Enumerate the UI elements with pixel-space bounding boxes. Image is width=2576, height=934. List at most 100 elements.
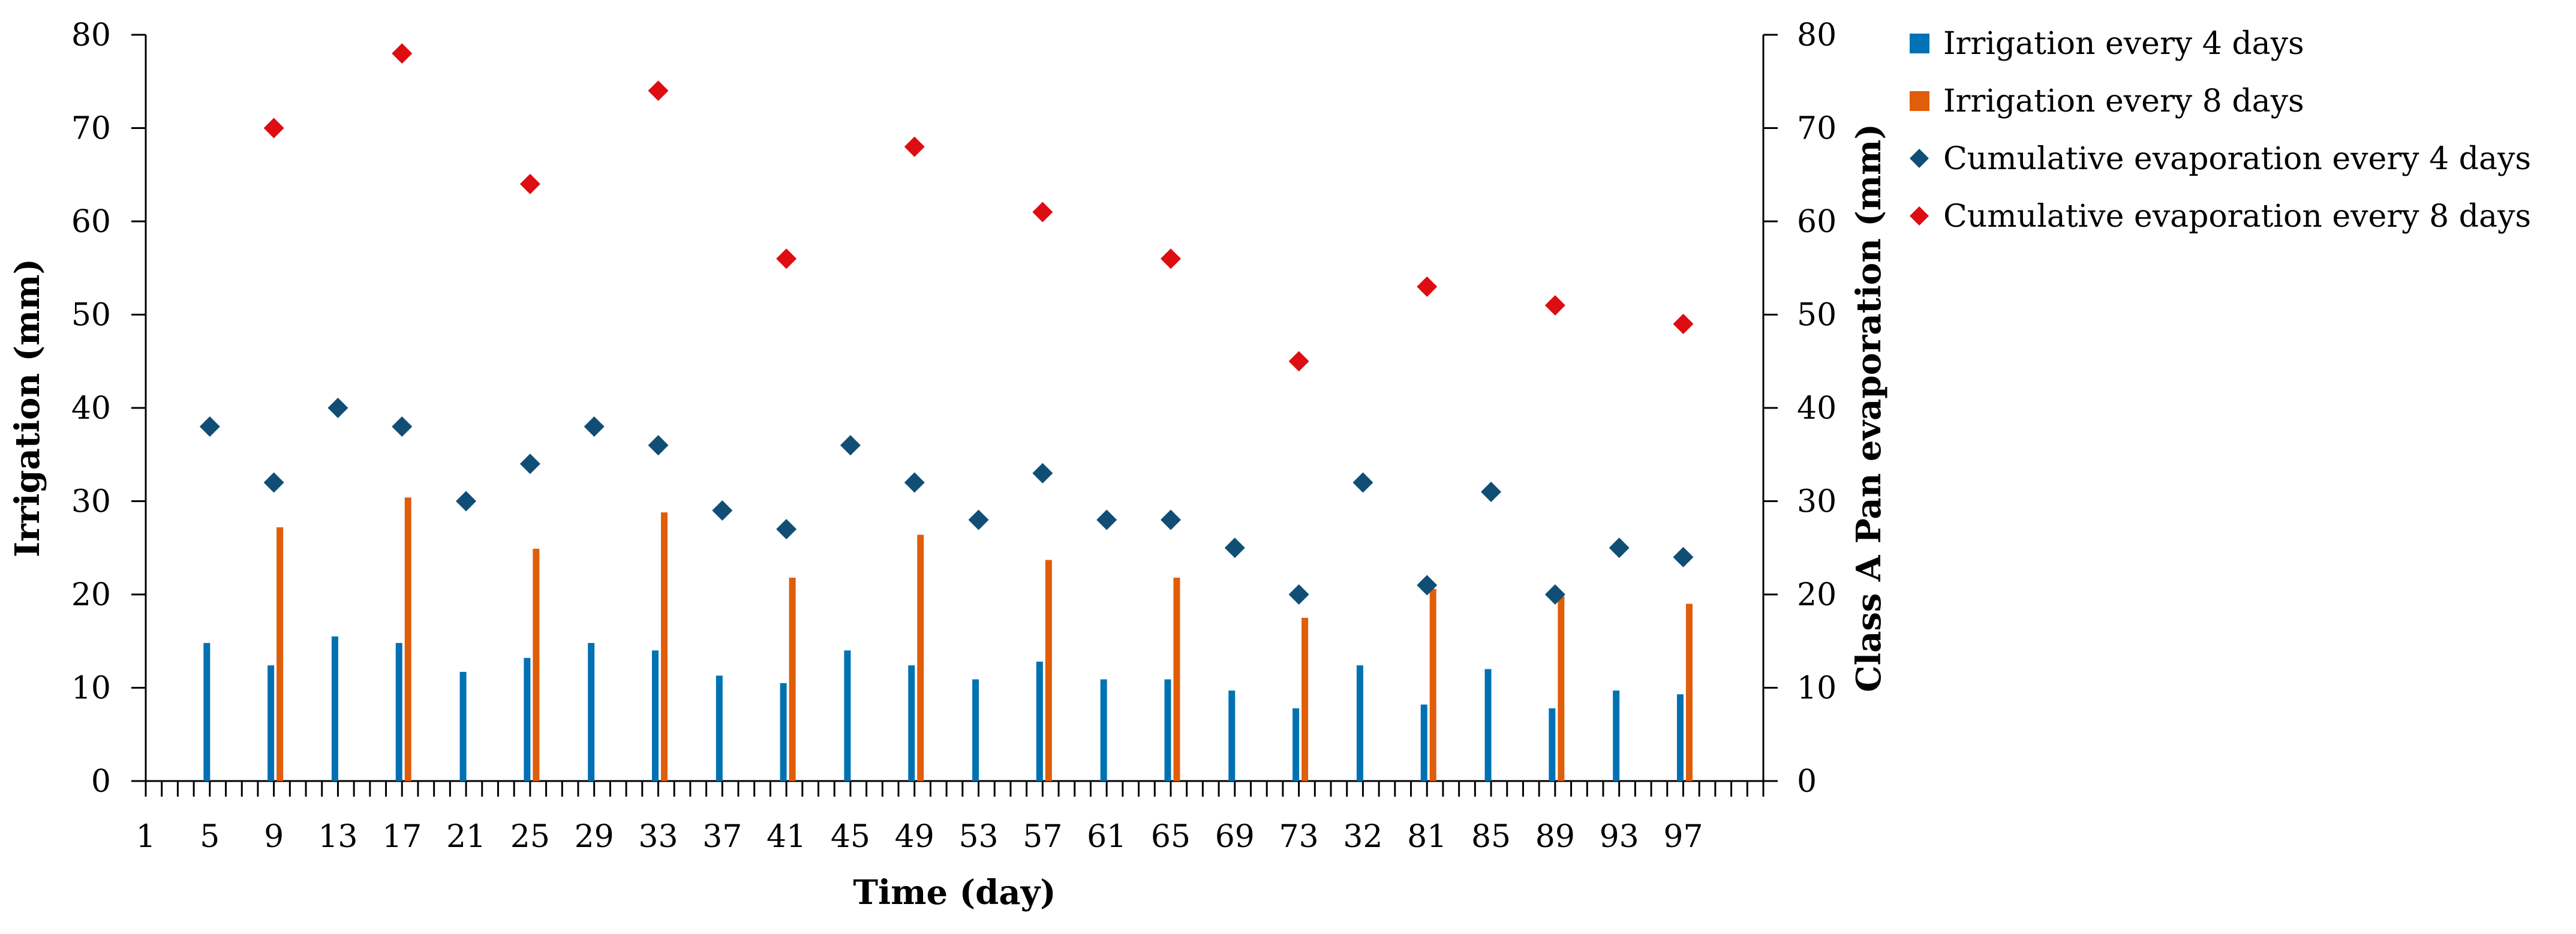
- bar-irrigation-4-days: [459, 672, 467, 781]
- y-tick-label-right: 0: [1797, 764, 1817, 800]
- legend-swatch: [1910, 91, 1929, 111]
- point-evaporation-8-days: [1288, 351, 1309, 372]
- x-tick-label: 33: [638, 819, 678, 855]
- bar-irrigation-4-days: [1036, 661, 1043, 781]
- y-tick-label-left: 50: [71, 298, 111, 334]
- bar-irrigation-4-days: [1228, 690, 1236, 781]
- point-evaporation-4-days: [392, 416, 413, 437]
- x-tick-label: 57: [1023, 819, 1062, 855]
- x-tick-label: 61: [1087, 819, 1126, 855]
- x-tick-label: 81: [1407, 819, 1447, 855]
- y-tick-label-right: 50: [1797, 298, 1836, 334]
- x-tick-label: 9: [264, 819, 284, 855]
- y-tick-label-left: 20: [71, 577, 111, 613]
- bar-irrigation-8-days: [660, 512, 668, 781]
- y-tick-label-right: 80: [1797, 17, 1836, 53]
- plot-area: [199, 43, 1694, 781]
- bar-irrigation-8-days: [276, 527, 284, 781]
- y-tick-label-left: 80: [71, 17, 111, 53]
- point-evaporation-4-days: [1288, 584, 1309, 605]
- bar-irrigation-4-days: [588, 642, 595, 781]
- x-tick-label: 32: [1343, 819, 1382, 855]
- point-evaporation-8-days: [1417, 276, 1438, 297]
- x-tick-label: 25: [510, 819, 550, 855]
- bar-irrigation-4-days: [1484, 669, 1492, 781]
- x-tick-label: 69: [1215, 819, 1255, 855]
- bar-irrigation-4-days: [331, 636, 338, 781]
- bar-irrigation-8-days: [1173, 578, 1180, 781]
- y-tick-label-left: 10: [71, 671, 111, 707]
- bar-irrigation-4-days: [1549, 708, 1556, 781]
- legend-label: Irrigation every 4 days: [1943, 26, 2304, 62]
- legend-swatch: [1910, 34, 1929, 53]
- point-evaporation-8-days: [1673, 314, 1694, 335]
- bar-irrigation-4-days: [267, 665, 275, 781]
- bar-irrigation-4-days: [203, 642, 211, 781]
- bar-irrigation-8-days: [1685, 603, 1693, 781]
- y-tick-label-right: 70: [1797, 111, 1836, 147]
- legend-marker: [1910, 206, 1929, 226]
- bar-irrigation-4-days: [1613, 690, 1620, 781]
- point-evaporation-4-days: [1544, 584, 1565, 605]
- legend-label: Cumulative evaporation every 4 days: [1943, 141, 2531, 177]
- point-evaporation-8-days: [1544, 295, 1565, 316]
- point-evaporation-8-days: [519, 173, 540, 194]
- point-evaporation-4-days: [263, 472, 284, 493]
- point-evaporation-8-days: [1160, 248, 1181, 269]
- x-tick-label: 21: [446, 819, 486, 855]
- y-tick-label-right: 30: [1797, 484, 1836, 520]
- point-evaporation-4-days: [1096, 509, 1117, 530]
- x-tick-label: 73: [1279, 819, 1319, 855]
- point-evaporation-4-days: [199, 416, 220, 437]
- x-tick-label: 29: [575, 819, 614, 855]
- point-evaporation-8-days: [1032, 202, 1053, 223]
- y-tick-label-right: 10: [1797, 671, 1836, 707]
- point-evaporation-8-days: [648, 80, 669, 101]
- x-tick-label: 5: [200, 819, 220, 855]
- x-tick-label: 45: [831, 819, 870, 855]
- point-evaporation-4-days: [1224, 537, 1245, 558]
- legend-marker: [1910, 149, 1929, 168]
- y-tick-label-right: 40: [1797, 391, 1836, 427]
- y-tick-label-right: 20: [1797, 577, 1836, 613]
- x-tick-label: 89: [1535, 819, 1575, 855]
- bar-irrigation-8-days: [1558, 596, 1565, 781]
- point-evaporation-4-days: [584, 416, 605, 437]
- bar-irrigation-8-days: [917, 534, 924, 781]
- x-tick-label: 97: [1663, 819, 1703, 855]
- x-tick-label: 41: [767, 819, 806, 855]
- point-evaporation-4-days: [968, 509, 989, 530]
- bar-irrigation-4-days: [972, 679, 979, 781]
- point-evaporation-4-days: [1417, 575, 1438, 596]
- y-tick-label-right: 60: [1797, 204, 1836, 240]
- x-tick-label: 65: [1151, 819, 1191, 855]
- legend-label: Cumulative evaporation every 8 days: [1943, 199, 2531, 235]
- y-axis-title-left: Irrigation (mm): [8, 259, 47, 557]
- point-evaporation-4-days: [1352, 472, 1373, 493]
- point-evaporation-4-days: [1160, 509, 1181, 530]
- bar-irrigation-4-days: [1420, 704, 1427, 781]
- point-evaporation-4-days: [840, 435, 861, 456]
- bar-irrigation-8-days: [1045, 560, 1052, 781]
- x-axis-title: Time (day): [853, 873, 1056, 912]
- y-tick-label-left: 60: [71, 204, 111, 240]
- y-axis-title-right: Class A Pan evaporation (mm): [1849, 124, 1889, 692]
- x-tick-label: 1: [136, 819, 155, 855]
- x-tick-label: 13: [318, 819, 357, 855]
- point-evaporation-4-days: [1032, 463, 1053, 483]
- x-tick-label: 93: [1600, 819, 1639, 855]
- x-tick-label: 49: [895, 819, 934, 855]
- point-evaporation-4-days: [776, 519, 797, 540]
- y-tick-label-left: 70: [71, 111, 111, 147]
- bar-irrigation-4-days: [716, 675, 723, 781]
- point-evaporation-8-days: [392, 43, 413, 64]
- bar-irrigation-4-days: [1356, 665, 1363, 781]
- point-evaporation-4-days: [1673, 546, 1694, 567]
- point-evaporation-4-days: [1609, 537, 1630, 558]
- x-tick-label: 53: [958, 819, 998, 855]
- bar-irrigation-4-days: [1292, 708, 1300, 781]
- point-evaporation-4-days: [456, 491, 477, 512]
- bar-irrigation-8-days: [1429, 588, 1436, 781]
- bar-irrigation-4-days: [1676, 694, 1684, 781]
